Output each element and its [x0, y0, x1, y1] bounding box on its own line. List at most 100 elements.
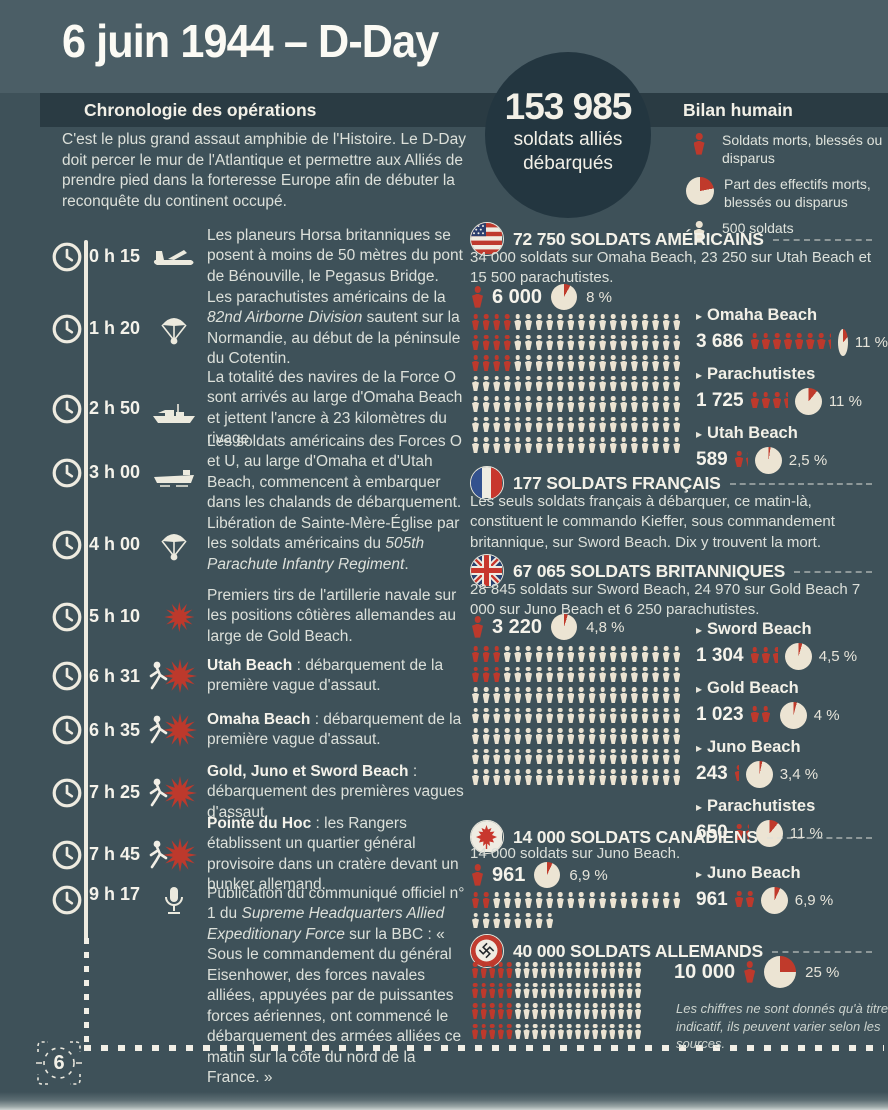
soldier-person-icon — [620, 437, 627, 453]
assault-explosion-icon — [146, 835, 202, 875]
casualty-person-icon — [506, 1024, 512, 1040]
casualty-person-icon — [506, 1003, 512, 1019]
casualty-pictogram — [751, 706, 773, 724]
section-fr-header: 177 SOLDATS FRANÇAIS — [470, 466, 872, 500]
soldier-person-icon — [546, 749, 553, 765]
casualty-person-icon — [472, 616, 483, 638]
soldier-person-icon — [483, 728, 490, 744]
soldier-person-icon — [536, 769, 543, 785]
soldier-person-icon — [575, 962, 581, 978]
stat-percent: 11 % — [854, 333, 888, 351]
soldier-person-icon — [493, 749, 500, 765]
us-casualties-summary: 6 000 8 % — [472, 284, 612, 310]
soldier-person-icon — [652, 708, 659, 724]
us-beach-stats: ▸ Omaha Beach 3 686 11 % ▸ Parachutistes 1… — [696, 306, 888, 483]
soldier-person-icon — [515, 1024, 521, 1040]
casualty-person-icon — [504, 335, 511, 351]
soldier-person-icon — [567, 687, 574, 703]
soldier-person-icon — [663, 417, 670, 433]
soldier-person-icon — [525, 708, 532, 724]
total-line1: soldats alliés — [513, 129, 623, 150]
stat-label: Utah Beach — [707, 424, 798, 442]
soldier-person-icon — [610, 708, 617, 724]
parachute-icon — [146, 310, 202, 348]
soldier-person-icon — [620, 646, 627, 662]
soldier-person-icon — [493, 708, 500, 724]
soldier-person-icon — [472, 913, 479, 929]
section-title: 177 SOLDATS FRANÇAIS — [513, 472, 721, 493]
soldier-person-icon — [652, 892, 659, 908]
total-number: 153 985 — [504, 86, 633, 127]
soldier-person-icon — [663, 892, 670, 908]
dotted-divider — [771, 951, 872, 953]
soldier-person-icon — [631, 892, 638, 908]
soldier-person-icon — [493, 687, 500, 703]
soldier-person-icon — [642, 769, 649, 785]
soldier-person-icon — [566, 1024, 572, 1040]
ca-beach-stats: ▸ Juno Beach 961 6,9 % — [696, 864, 888, 923]
casualty-person-icon — [493, 335, 500, 351]
pie-chart-icon — [755, 819, 783, 847]
soldier-person-icon — [557, 437, 564, 453]
soldier-person-icon — [631, 646, 638, 662]
soldier-person-icon — [609, 983, 615, 999]
event-text: La totalité des navires de la Force O so… — [207, 369, 463, 448]
event-time: 3 h 00 — [89, 462, 141, 483]
soldier-person-icon — [514, 646, 521, 662]
soldier-person-icon — [599, 376, 606, 392]
soldier-person-icon — [610, 646, 617, 662]
soldier-person-icon — [546, 708, 553, 724]
soldier-person-icon — [610, 687, 617, 703]
section-title: 72 750 SOLDATS AMÉRICAINS — [513, 228, 764, 249]
legend-item: Soldats morts, blessés ou disparus — [686, 132, 886, 167]
soldier-person-icon — [601, 1024, 607, 1040]
soldier-person-icon — [631, 417, 638, 433]
soldier-person-icon — [504, 769, 511, 785]
soldier-person-icon — [620, 749, 627, 765]
soldier-person-icon — [620, 708, 627, 724]
timeline-event: 1 h 20 Les parachutistes américains de l… — [50, 288, 470, 370]
soldier-person-icon — [483, 913, 490, 929]
soldier-person-icon — [626, 983, 632, 999]
clock-icon — [50, 714, 84, 746]
soldier-person-icon — [620, 396, 627, 412]
soldier-person-icon — [610, 728, 617, 744]
soldier-person-icon — [642, 667, 649, 683]
soldier-person-icon — [652, 376, 659, 392]
soldier-person-icon — [578, 417, 585, 433]
canada-flag-icon — [470, 820, 504, 854]
event-text: Les parachutistes américains de la 82nd … — [207, 289, 461, 368]
soldier-person-icon — [515, 1003, 521, 1019]
stat-label: Gold Beach — [707, 679, 799, 697]
soldier-person-icon — [652, 355, 659, 371]
soldier-person-icon — [536, 687, 543, 703]
soldier-person-icon — [515, 962, 521, 978]
soldier-person-icon — [578, 892, 585, 908]
soldier-person-icon — [592, 962, 598, 978]
legend: Soldats morts, blessés ou disparus Part … — [686, 132, 886, 243]
soldier-person-icon — [652, 396, 659, 412]
stat-percent: 2,5 % — [788, 451, 828, 469]
casualty-value: 3 220 — [492, 615, 543, 638]
soldier-person-icon — [472, 396, 479, 412]
stat-value: 589 — [696, 449, 728, 470]
casualty-pictogram — [751, 392, 788, 410]
soldier-person-icon — [673, 687, 680, 703]
casualty-person-icon — [686, 132, 712, 155]
casualty-person-icon — [493, 314, 500, 330]
soldier-person-icon — [589, 769, 596, 785]
stat-percent: 4,5 % — [818, 647, 858, 665]
soldier-person-icon — [504, 892, 511, 908]
assault-explosion-icon — [146, 773, 202, 813]
stat-value: 1 023 — [696, 704, 744, 725]
soldier-person-icon — [599, 335, 606, 351]
soldier-person-icon — [514, 913, 521, 929]
casualty-person-icon — [472, 314, 479, 330]
soldier-person-icon — [532, 1024, 538, 1040]
uk-flag-icon — [470, 554, 504, 588]
casualty-person-icon — [483, 335, 490, 351]
soldier-person-icon — [567, 749, 574, 765]
soldier-person-icon — [589, 708, 596, 724]
soldier-person-icon — [525, 335, 532, 351]
soldier-person-icon — [546, 646, 553, 662]
